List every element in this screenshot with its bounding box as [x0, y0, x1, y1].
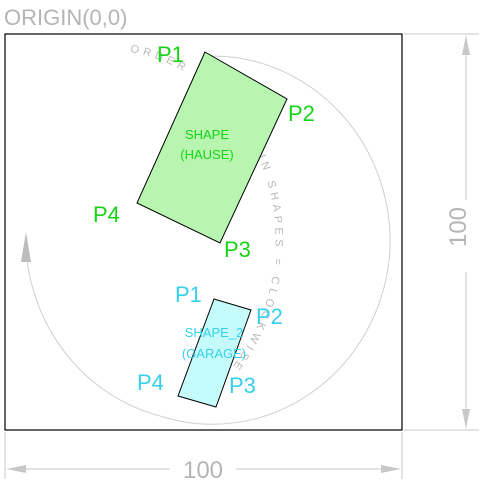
shape-garage-subname: (GARAGE) — [182, 346, 246, 361]
shape-hause: SHAPE (HAUSE) P1 P2 P3 P4 — [93, 42, 315, 262]
shape-hause-point-2: P2 — [288, 101, 315, 126]
shape-garage-point-4: P4 — [137, 370, 164, 395]
arc-arrowhead-icon — [21, 232, 31, 262]
width-arrow-right-icon — [381, 465, 401, 473]
shape-garage-polygon — [177, 298, 252, 408]
height-label: 100 — [445, 207, 472, 247]
shape-hause-subname: (HAUSE) — [180, 147, 233, 162]
width-label: 100 — [183, 457, 223, 484]
clockwise-arc — [21, 55, 391, 425]
shape-hause-name: SHAPE — [185, 127, 229, 142]
shape-garage-name: SHAPE_2 — [185, 325, 244, 340]
origin-label: ORIGIN(0,0) — [4, 5, 127, 30]
boundary-square — [4, 33, 403, 431]
shape-garage-point-2: P2 — [256, 304, 283, 329]
arc-line-left — [25, 249, 161, 417]
height-dimension: 100 — [404, 33, 479, 431]
shape-hause-point-3: P3 — [224, 237, 251, 262]
width-dimension: 100 — [4, 432, 403, 484]
shape-hause-point-1: P1 — [157, 42, 184, 67]
arc-line-right — [159, 55, 391, 425]
shape-garage: SHAPE_2 (GARAGE) P1 P2 P3 P4 — [137, 282, 283, 408]
height-arrow-top-icon — [462, 35, 470, 55]
shape-garage-point-3: P3 — [229, 373, 256, 398]
width-arrow-left-icon — [6, 465, 26, 473]
shape-hause-point-4: P4 — [93, 202, 120, 227]
shape-garage-point-1: P1 — [175, 282, 202, 307]
shape-hause-polygon — [136, 51, 288, 244]
height-arrow-bottom-icon — [462, 409, 470, 429]
